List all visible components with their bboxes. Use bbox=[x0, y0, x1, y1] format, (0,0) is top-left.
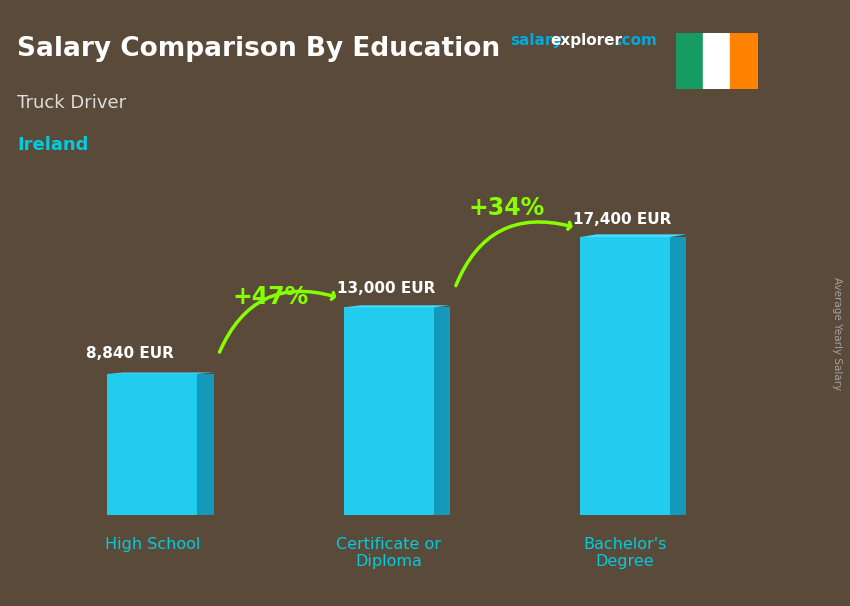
Bar bbox=[580, 237, 670, 515]
Text: 8,840 EUR: 8,840 EUR bbox=[86, 346, 174, 361]
Bar bbox=[343, 307, 434, 515]
Text: Truck Driver: Truck Driver bbox=[17, 94, 126, 112]
Polygon shape bbox=[434, 307, 450, 515]
Text: +47%: +47% bbox=[232, 285, 309, 309]
Bar bbox=[107, 374, 197, 515]
Text: +34%: +34% bbox=[468, 196, 545, 221]
Text: Salary Comparison By Education: Salary Comparison By Education bbox=[17, 36, 500, 62]
Text: explorer: explorer bbox=[551, 33, 623, 48]
Text: Ireland: Ireland bbox=[17, 136, 88, 155]
Polygon shape bbox=[197, 374, 213, 515]
Polygon shape bbox=[343, 305, 450, 307]
Text: salary: salary bbox=[510, 33, 563, 48]
Text: 17,400 EUR: 17,400 EUR bbox=[573, 211, 672, 227]
Polygon shape bbox=[580, 235, 687, 237]
Text: 13,000 EUR: 13,000 EUR bbox=[337, 281, 435, 296]
Text: .com: .com bbox=[616, 33, 657, 48]
Text: Average Yearly Salary: Average Yearly Salary bbox=[832, 277, 842, 390]
Polygon shape bbox=[107, 373, 213, 374]
Polygon shape bbox=[670, 237, 687, 515]
